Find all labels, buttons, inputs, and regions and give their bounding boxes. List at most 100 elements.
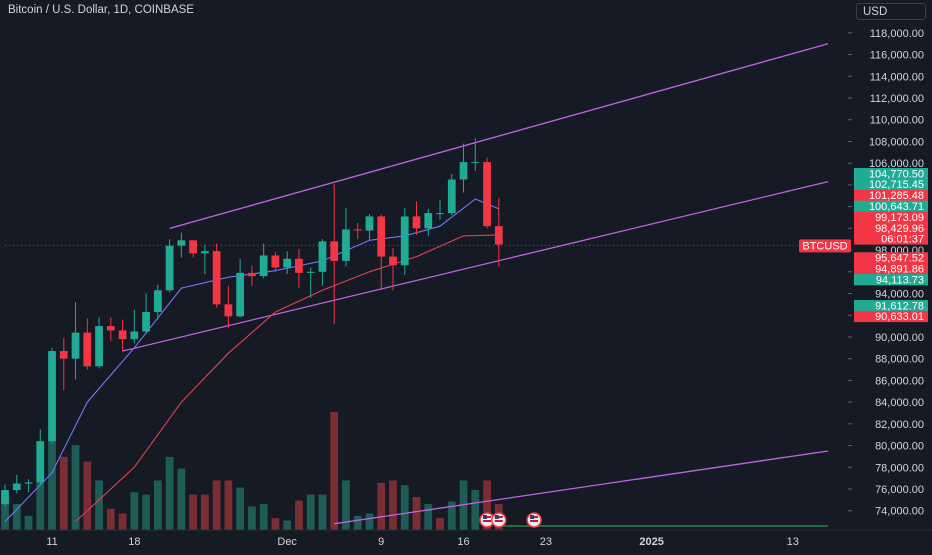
- candle-body: [295, 258, 303, 273]
- volume-bar: [377, 482, 386, 530]
- price-tag-bg: [854, 222, 928, 234]
- volume-bar: [306, 494, 315, 530]
- symbol-tag-bg: [799, 239, 851, 253]
- candle-body: [389, 256, 397, 266]
- candle-body: [306, 271, 315, 273]
- price-tag-label: 90,633.01: [875, 311, 924, 323]
- volume-bar: [412, 496, 421, 530]
- volume-bar: [259, 504, 268, 530]
- x-tick-label: 9: [378, 536, 384, 548]
- volume-bar: [283, 520, 292, 530]
- y-tick-label: 112,000.00: [870, 93, 924, 105]
- volume-bar: [447, 501, 456, 530]
- volume-bar: [165, 456, 174, 530]
- price-tag-bg: [854, 168, 928, 180]
- candle-body: [224, 304, 233, 317]
- flag-stripe: [494, 520, 503, 522]
- candle-body: [12, 483, 21, 491]
- volume-bar: [71, 445, 80, 530]
- flag-canton: [530, 515, 535, 519]
- volume-bar: [59, 456, 68, 530]
- volume-bar: [1, 494, 9, 530]
- ma-slow-line: [75, 234, 499, 523]
- price-tag-bg: [854, 178, 928, 191]
- price-tag-label: 99,173.09: [875, 212, 924, 224]
- volume-bar: [248, 506, 256, 530]
- time-axis: 11 18 Dec 9 16 23 2025 13: [0, 529, 932, 550]
- candle-body: [142, 311, 150, 332]
- channel-line: [334, 450, 829, 525]
- candle-body: [71, 332, 80, 359]
- price-tag-bg: [854, 200, 928, 212]
- price-tag-bg: [854, 189, 928, 201]
- candle-body: [494, 226, 503, 245]
- x-tick-label: 23: [540, 536, 552, 548]
- volume-bar: [295, 500, 303, 530]
- volume-bar: [177, 468, 186, 530]
- volume-bar: [424, 504, 433, 530]
- candle-body: [36, 441, 45, 483]
- volume-bar: [48, 437, 56, 530]
- channel-line: [169, 43, 829, 229]
- volume-bar: [330, 412, 339, 530]
- candle-body: [436, 213, 444, 215]
- candle-body: [83, 332, 92, 367]
- volume-bar: [142, 494, 150, 530]
- us-flag-icon: [491, 512, 507, 528]
- price-tag-label: 91,612.78: [875, 300, 924, 312]
- volume-bar: [483, 480, 491, 530]
- candle-body: [330, 241, 339, 261]
- flag-stripe: [530, 520, 539, 522]
- y-tick-label: 108,000.00: [869, 136, 924, 148]
- price-tag-bg: [854, 252, 928, 264]
- candle-body: [377, 216, 386, 257]
- candle-body: [165, 245, 174, 291]
- volume-bar: [342, 480, 350, 530]
- volume-bars: [1, 412, 828, 530]
- price-tag-label: 98,429.96: [875, 223, 924, 235]
- y-tick-label: 110,000.00: [870, 115, 924, 127]
- volume-bar: [365, 513, 374, 530]
- x-tick-label: 11: [46, 536, 57, 548]
- price-tag-bg: [854, 233, 928, 245]
- x-tick-label: 2025: [639, 536, 663, 548]
- currency-button[interactable]: USD: [856, 3, 926, 20]
- candle-body: [259, 255, 268, 277]
- x-tick-label: 18: [128, 536, 140, 548]
- x-tick-label: 13: [787, 536, 799, 548]
- price-tag-bg: [854, 274, 928, 286]
- candle-body: [236, 272, 245, 317]
- candle-body: [212, 251, 221, 305]
- candle-body: [447, 179, 456, 214]
- volume-bar: [83, 461, 92, 530]
- volume-bar: [106, 508, 115, 530]
- price-tag-label: 101,285.48: [869, 190, 924, 202]
- symbol-title: Bitcoin / U.S. Dollar, 1D, COINBASE: [8, 4, 194, 16]
- y-tick-label: 86,000.00: [875, 375, 924, 387]
- candle-body: [342, 229, 350, 261]
- y-tick-label: 118,000.00: [870, 28, 924, 40]
- us-flag-icon: [526, 512, 542, 528]
- candle-body: [271, 255, 280, 268]
- candle-body: [48, 351, 56, 442]
- candle-body: [483, 162, 491, 227]
- channel-line: [122, 181, 829, 352]
- price-tag-label: 06:01:37: [881, 234, 924, 246]
- price-tag-bg: [854, 310, 928, 323]
- candles: [1, 138, 503, 507]
- flag-canton: [494, 515, 499, 519]
- volume-bar: [212, 480, 221, 530]
- y-tick-label: 74,000.00: [875, 506, 924, 518]
- y-tick-label: 114,000.00: [870, 71, 924, 83]
- candle-body: [130, 331, 139, 340]
- candle-body: [95, 326, 103, 367]
- candle-body: [248, 272, 256, 277]
- x-tick-label: Dec: [277, 536, 297, 548]
- price-tag-label: 94,891.86: [875, 264, 924, 276]
- event-flags: [479, 512, 542, 528]
- volume-bar: [95, 480, 103, 530]
- volume-bar: [471, 489, 480, 530]
- price-tag-bg: [854, 263, 928, 275]
